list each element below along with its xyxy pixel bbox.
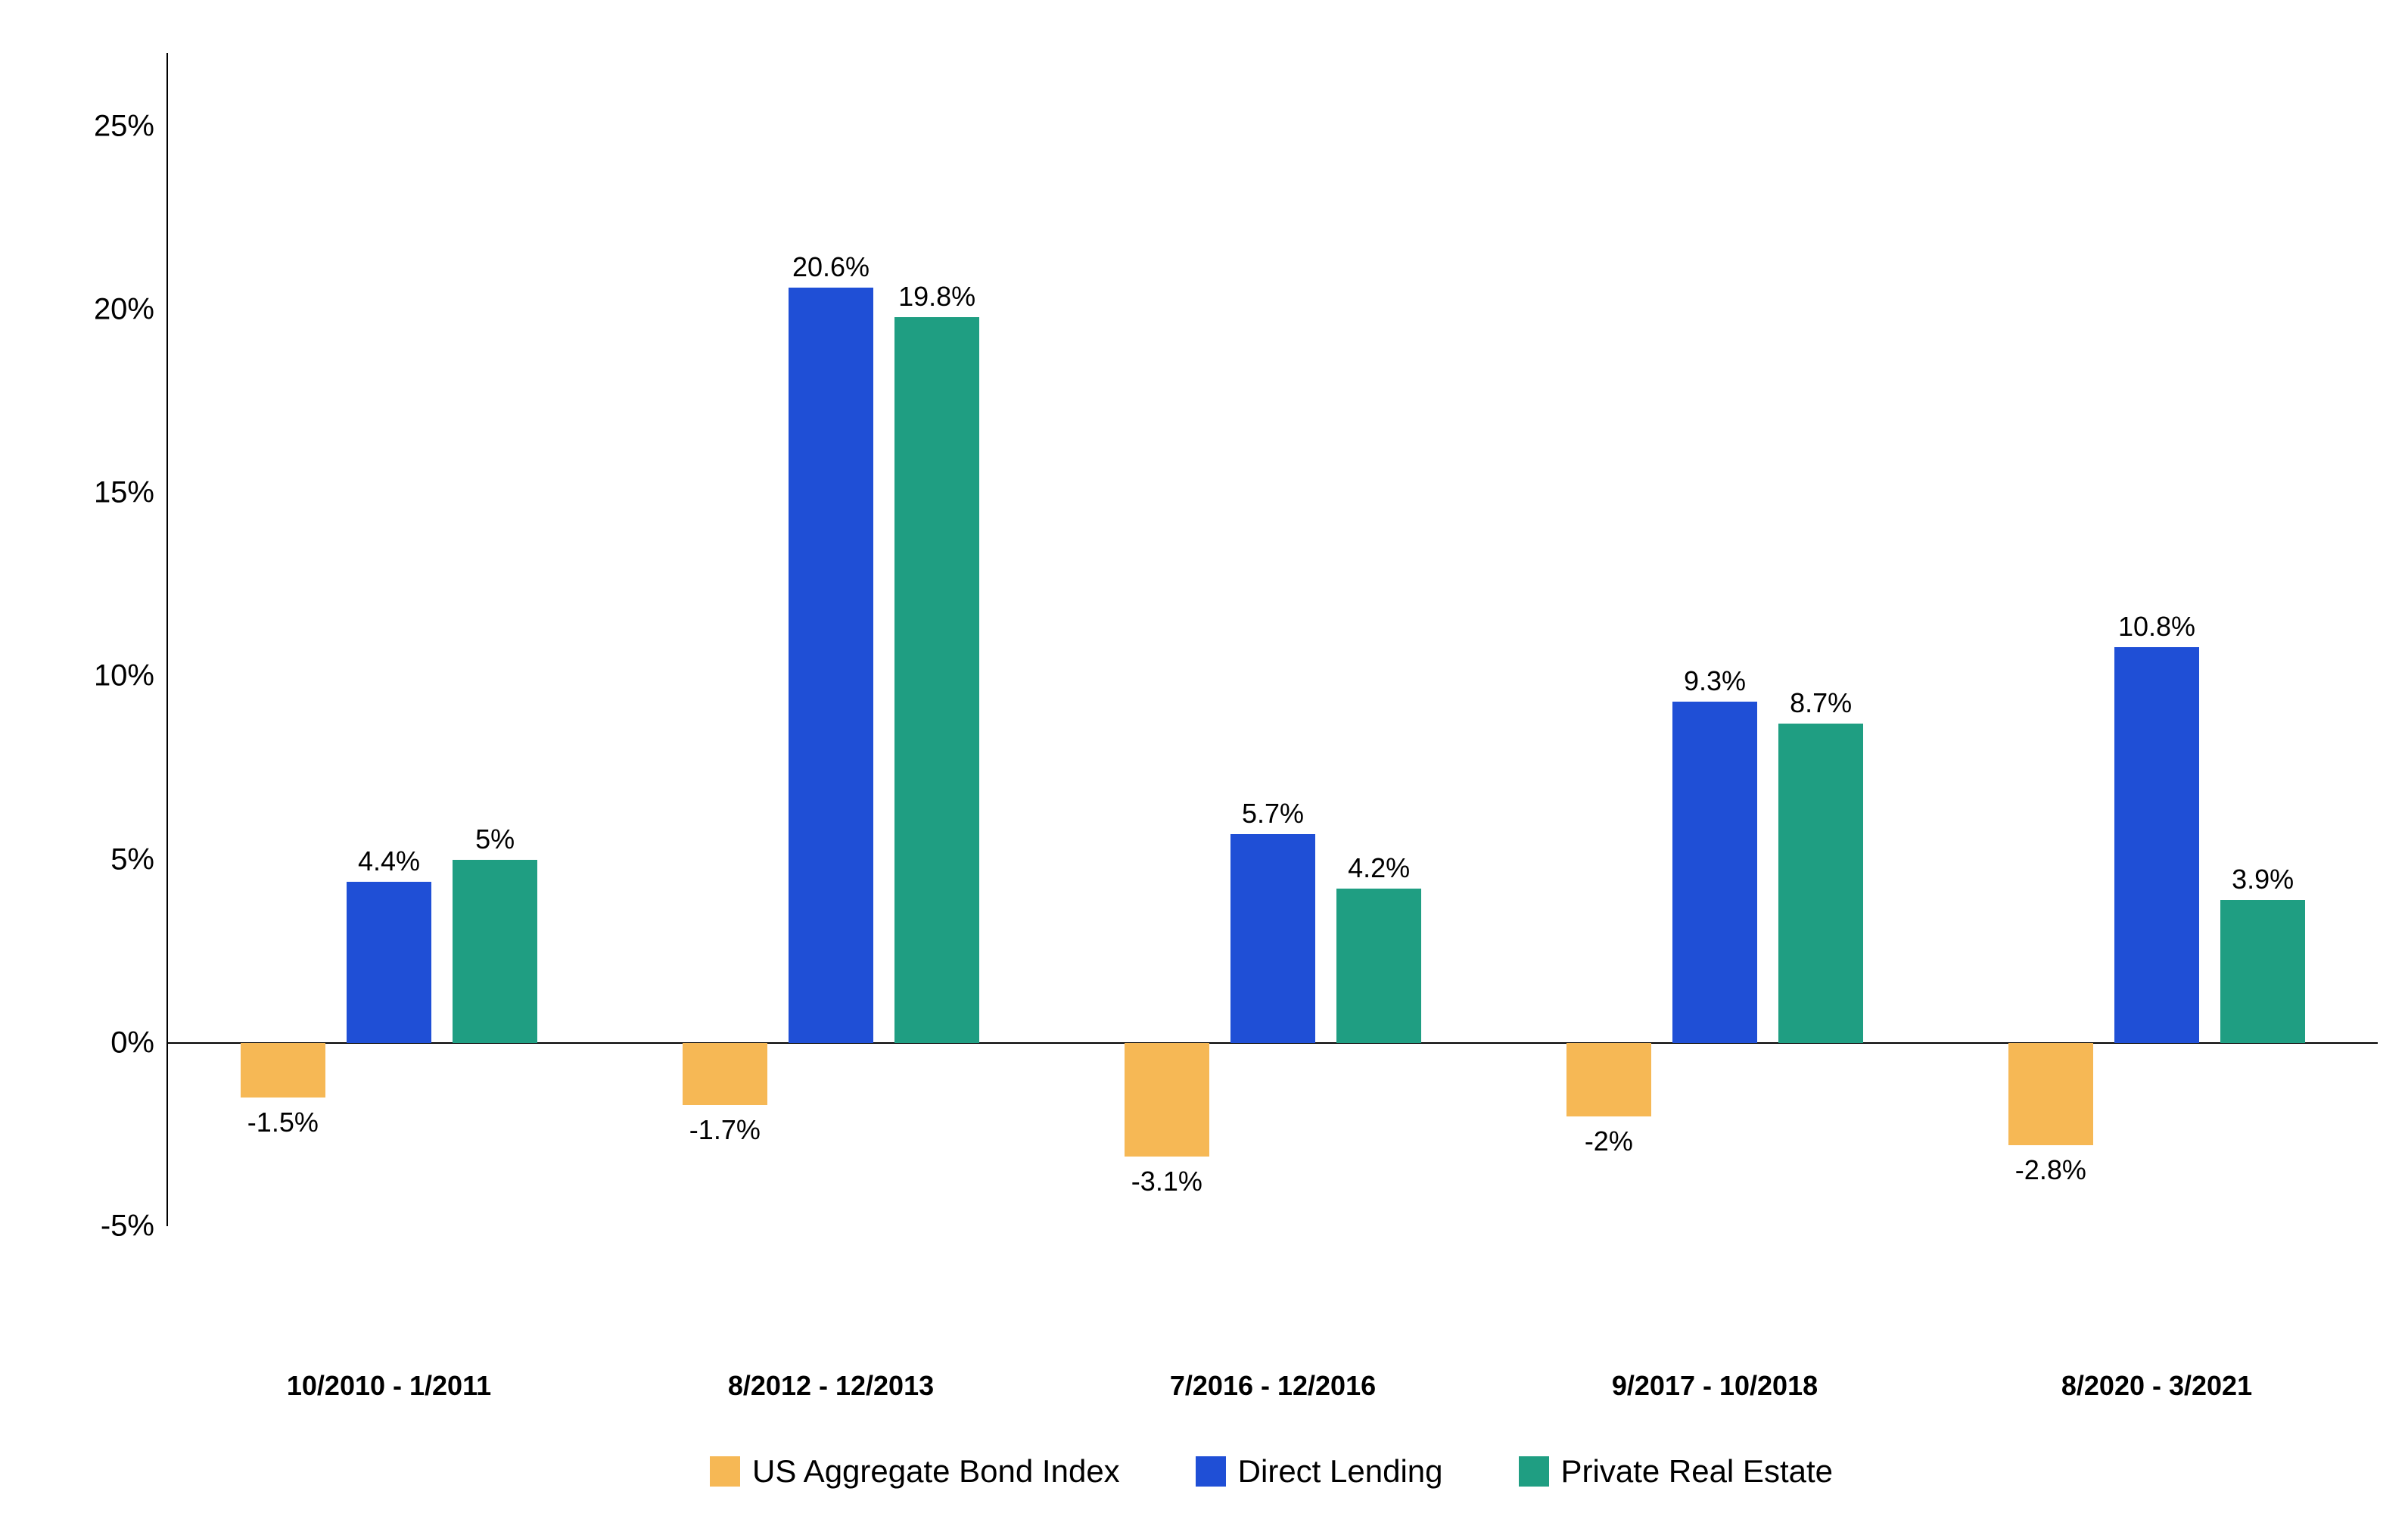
bar — [1778, 724, 1863, 1042]
bar-value-label: 20.6% — [792, 251, 870, 283]
bar — [453, 860, 537, 1043]
bar-value-label: -2% — [1585, 1126, 1633, 1157]
bar-group: -2.8% 10.8% 3.9% — [1998, 53, 2316, 1226]
bar-group: -2% 9.3% 8.7% — [1556, 53, 1874, 1226]
y-tick-label: 20% — [94, 293, 168, 327]
category-label: 10/2010 - 1/2011 — [287, 1370, 491, 1402]
legend-swatch — [710, 1456, 740, 1487]
bar-group: -3.1% 5.7% 4.2% — [1114, 53, 1432, 1226]
y-tick-label: 15% — [94, 476, 168, 510]
bar — [1230, 834, 1315, 1043]
legend-label: US Aggregate Bond Index — [752, 1453, 1120, 1490]
legend-swatch — [1519, 1456, 1549, 1487]
bar-value-label: 8.7% — [1790, 687, 1852, 719]
y-tick-label: 0% — [110, 1026, 168, 1060]
bar — [347, 882, 431, 1043]
bar — [789, 288, 873, 1043]
y-tick-label: 5% — [110, 842, 168, 876]
bar-value-label: -1.7% — [689, 1114, 761, 1146]
plot-area: -5%0%5%10%15%20%25%-1.5%4.4%5%10/2010 - … — [166, 53, 2378, 1226]
bar-value-label: 5.7% — [1242, 798, 1304, 830]
legend: US Aggregate Bond Index Direct Lending Pri… — [166, 1453, 2376, 1490]
legend-item: Private Real Estate — [1519, 1453, 1834, 1490]
category-label: 9/2017 - 10/2018 — [1612, 1370, 1818, 1402]
bar — [1125, 1043, 1209, 1157]
legend-item: Direct Lending — [1196, 1453, 1443, 1490]
bar-value-label: -2.8% — [2015, 1154, 2086, 1186]
bar-value-label: -3.1% — [1131, 1166, 1202, 1197]
bar — [2008, 1043, 2093, 1146]
bar — [1566, 1043, 1651, 1116]
chart: -5% 0% 5% 10% 15% 20% 25% -1.5% 4.4% 5% 10/2010 - … — [0, 0, 2408, 1535]
bar-value-label: 19.8% — [898, 281, 975, 313]
category-label: 7/2016 - 12/2016 — [1170, 1370, 1376, 1402]
y-tick-label: 25% — [94, 109, 168, 143]
bar-value-label: 4.4% — [358, 845, 420, 877]
bar — [1336, 889, 1421, 1042]
bar — [894, 317, 979, 1043]
bar-value-label: 9.3% — [1684, 665, 1746, 697]
bar — [1672, 702, 1757, 1042]
bar — [2114, 647, 2199, 1043]
legend-swatch — [1196, 1456, 1226, 1487]
legend-item: US Aggregate Bond Index — [710, 1453, 1120, 1490]
y-tick-label: 10% — [94, 659, 168, 693]
bar-value-label: 3.9% — [2232, 864, 2294, 895]
category-label: 8/2012 - 12/2013 — [728, 1370, 934, 1402]
bar-value-label: 10.8% — [2118, 611, 2195, 643]
legend-label: Private Real Estate — [1561, 1453, 1834, 1490]
bar — [241, 1043, 325, 1098]
legend-label: Direct Lending — [1238, 1453, 1443, 1490]
bar-value-label: 5% — [475, 824, 515, 855]
category-label: 8/2020 - 3/2021 — [2061, 1370, 2252, 1402]
bar-group: -1.5% 4.4% 5% — [230, 53, 548, 1226]
bar — [2220, 900, 2305, 1043]
bar-value-label: 4.2% — [1348, 852, 1410, 884]
y-tick-label: -5% — [101, 1210, 168, 1244]
bar — [683, 1043, 767, 1105]
bar-value-label: -1.5% — [247, 1107, 319, 1138]
bar-group: -1.7% 20.6% 19.8% — [672, 53, 990, 1226]
